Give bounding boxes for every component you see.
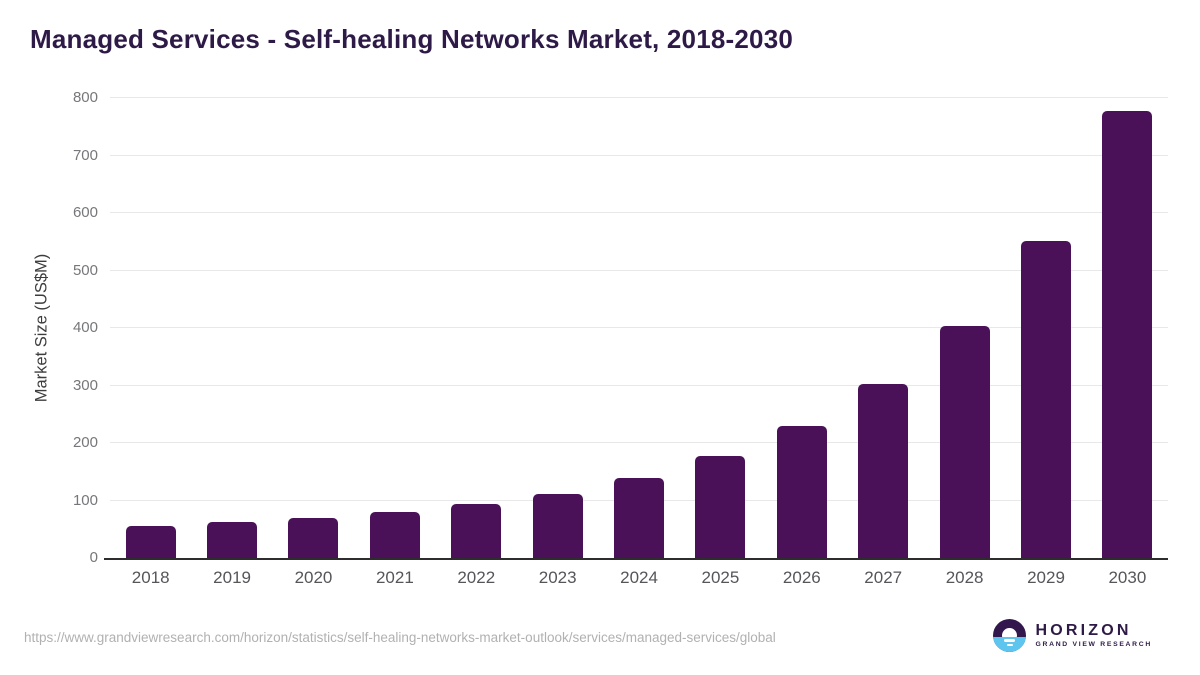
bar-slot-2028 (924, 98, 1005, 558)
logo-subbrand: GRAND VIEW RESEARCH (1035, 641, 1152, 648)
page-title: Managed Services - Self-healing Networks… (30, 24, 794, 54)
y-tick-label-0: 0 (89, 549, 98, 566)
x-tick-label-2025: 2025 (701, 568, 740, 587)
gridline-500 (110, 269, 1168, 271)
bar-slot-2020 (273, 98, 354, 558)
bar-slot-2023 (517, 98, 598, 558)
logo-brand: HORIZON (1035, 622, 1132, 639)
y-tick-label-800: 800 (72, 89, 98, 106)
x-tick-label-2027: 2027 (864, 568, 903, 587)
logo-text: HORIZON GRAND VIEW RESEARCH (1035, 622, 1152, 649)
y-tick-label-700: 700 (72, 146, 98, 164)
x-tick-label-2019: 2019 (213, 568, 251, 587)
x-tick-label-2023: 2023 (538, 568, 577, 587)
x-tick-label-2021: 2021 (375, 568, 414, 587)
x-axis-line (104, 558, 1168, 560)
bar-2018[interactable] (125, 525, 176, 558)
bar-2019[interactable] (207, 522, 258, 558)
bar-slot-2029 (1005, 98, 1086, 558)
bars (110, 98, 1168, 558)
horizon-logo: HORIZON GRAND VIEW RESEARCH (993, 619, 1152, 652)
bar-slot-2027 (843, 98, 924, 558)
gridline-400 (110, 327, 1168, 328)
bar-2024[interactable] (614, 477, 665, 558)
x-axis-labels: 2018 2019 2020 2021 2022 2023 2024 2025 2026 2027… (110, 566, 1168, 590)
x-tick-label-2020: 2020 (294, 568, 333, 587)
bar-slot-2025 (680, 98, 761, 558)
bar-2023[interactable] (532, 493, 583, 558)
bar-2021[interactable] (369, 512, 420, 558)
bar-2025[interactable] (695, 455, 746, 558)
x-tick-label-2028: 2028 (945, 568, 984, 587)
gridline-600 (110, 212, 1168, 213)
x-tick-label-2024: 2024 (620, 568, 658, 587)
bar-slot-2024 (598, 98, 679, 558)
bar-slot-2022 (436, 98, 517, 558)
gridline-200 (110, 442, 1168, 443)
x-tick-label-2018: 2018 (131, 568, 170, 587)
bar-slot-2021 (354, 98, 435, 558)
y-tick-label-100: 100 (72, 491, 98, 509)
bar-slot-2026 (761, 98, 842, 558)
x-tick-label-2030: 2030 (1108, 568, 1147, 587)
gridline-700 (110, 154, 1168, 156)
y-tick-label-200: 200 (72, 434, 98, 451)
gridline-300 (110, 384, 1168, 386)
bar-2029[interactable] (1020, 240, 1071, 558)
plot-area (110, 97, 1168, 558)
bar-2030[interactable] (1102, 110, 1153, 558)
bar-slot-2019 (191, 98, 272, 558)
x-tick-label-2022: 2022 (457, 568, 496, 587)
bar-slot-2030 (1087, 98, 1168, 558)
y-tick-label-400: 400 (72, 319, 98, 336)
horizon-sunset-icon (993, 619, 1027, 652)
bar-2026[interactable] (776, 425, 827, 558)
y-tick-label-500: 500 (72, 261, 98, 279)
bar-2022[interactable] (451, 503, 502, 558)
source-url: https://www.grandviewresearch.com/horizo… (24, 630, 776, 645)
bar-slot-2018 (110, 98, 191, 558)
x-tick-label-2029: 2029 (1027, 568, 1065, 587)
y-tick-label-600: 600 (72, 204, 98, 221)
bar-2028[interactable] (939, 325, 990, 558)
bar-2020[interactable] (288, 517, 339, 558)
bar-2027[interactable] (858, 384, 909, 558)
x-tick-label-2026: 2026 (782, 568, 821, 587)
y-axis-ticks: 0 100 200 300 400 500 600 700 800 (0, 89, 98, 566)
y-tick-label-300: 300 (72, 376, 98, 394)
gridline-800 (110, 97, 1168, 98)
